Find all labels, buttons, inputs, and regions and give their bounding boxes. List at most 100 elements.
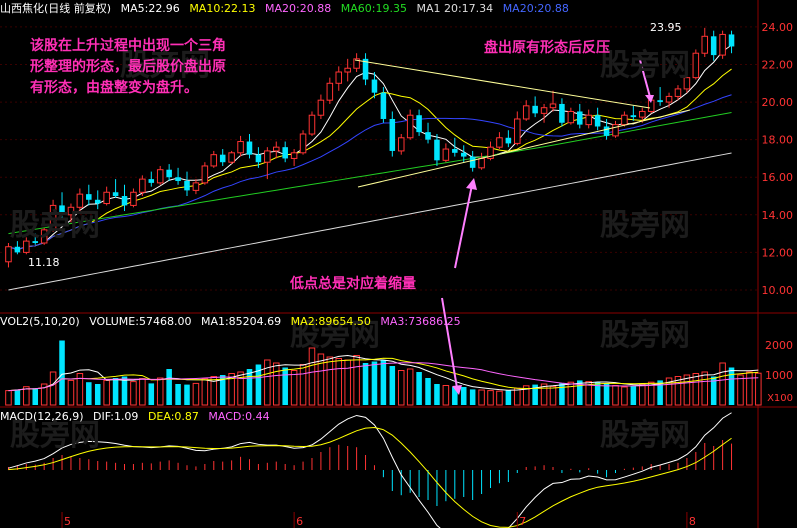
candle-body <box>192 182 200 191</box>
candle-body <box>166 169 172 178</box>
annotation-rebound: 盘出原有形态后反压 <box>484 40 610 56</box>
month-tick-label: 7 <box>519 515 526 528</box>
price-tick-label: 12.00 <box>762 246 794 259</box>
volume-bar <box>746 371 753 406</box>
volume-bar <box>67 379 75 406</box>
candle-body <box>130 191 137 206</box>
volume-bar <box>5 390 12 406</box>
candle-body <box>148 179 155 183</box>
candle-body <box>701 35 709 54</box>
volume-bar <box>416 372 422 405</box>
price-tick-label: 20.00 <box>762 96 794 109</box>
volume-bar <box>175 384 181 405</box>
volume-bar <box>647 381 655 406</box>
candle-body <box>559 103 565 123</box>
vol-ma2: MA2:89654.50 <box>290 315 371 328</box>
volume-bar <box>710 376 717 405</box>
volume-bar <box>23 386 30 406</box>
candle-body <box>657 100 663 103</box>
candle-body <box>94 199 101 204</box>
candle-body <box>246 141 253 155</box>
volume-bar <box>577 380 583 405</box>
candle-body <box>389 118 396 151</box>
volume-bar <box>201 378 209 406</box>
candle-body <box>121 196 128 206</box>
volume-bar <box>478 389 485 406</box>
month-tick-label: 6 <box>296 515 303 528</box>
candlestick-series <box>5 27 735 268</box>
price-tick-label: 10.00 <box>762 284 794 297</box>
volume-bar <box>585 381 592 406</box>
volume-bar <box>425 378 431 405</box>
candle-body <box>371 79 378 93</box>
volume-bar <box>674 376 682 406</box>
triangle-upper-line <box>354 59 651 109</box>
candle-body <box>585 114 592 126</box>
candle-body <box>67 206 75 216</box>
candle-body <box>522 105 530 120</box>
candle-body <box>612 124 619 137</box>
volume-bar <box>344 359 351 406</box>
ma20-line <box>8 94 732 251</box>
volume-bar <box>94 384 101 405</box>
dif-label: DIF:1.09 <box>93 410 139 423</box>
candle-body <box>353 58 360 69</box>
ma5-line <box>8 44 732 251</box>
volume-bar <box>156 377 164 406</box>
price-header: 山西焦化(日线 前复权) MA5:22.96 MA10:22.13 MA20:2… <box>0 2 575 16</box>
candle-body <box>344 67 351 73</box>
volume-bar <box>192 382 200 406</box>
ma20-label: MA20:20.88 <box>265 2 332 15</box>
volume-bar <box>522 385 530 406</box>
volume-bar <box>442 385 450 406</box>
volume-ma2-line <box>8 357 759 392</box>
volume-bar <box>452 387 458 405</box>
volume-bar <box>603 383 610 405</box>
candle-body <box>532 105 538 114</box>
volume-bar <box>210 376 218 406</box>
candle-body <box>469 156 476 168</box>
volume-bar <box>540 383 548 406</box>
candle-body <box>478 157 485 169</box>
vol-ma3: MA3:73686.25 <box>380 315 461 328</box>
moving-average-lines <box>8 44 732 291</box>
volume-bar <box>139 378 146 406</box>
candle-body <box>416 115 422 133</box>
volume-bar <box>487 390 494 406</box>
volume-bar <box>335 358 343 406</box>
candle-body <box>299 133 307 154</box>
volume-bar <box>282 367 288 405</box>
volume-bar <box>549 385 557 406</box>
candle-body <box>549 103 557 109</box>
vol-ma1: MA1:85204.69 <box>200 315 282 328</box>
candle-body <box>5 246 12 263</box>
candle-body <box>496 137 503 148</box>
arrow-rebound-head <box>645 95 654 103</box>
volume-tick-label: 2000 <box>765 339 793 352</box>
volume-bar <box>612 385 619 406</box>
volume-bar <box>40 383 48 406</box>
ma120-line <box>8 152 732 291</box>
volume-bar <box>559 383 565 405</box>
ma5-label: MA5:22.96 <box>120 2 180 15</box>
candle-body <box>639 110 646 118</box>
candle-body <box>228 152 235 163</box>
candle-body <box>567 110 575 124</box>
candle-body <box>452 149 458 153</box>
arrow-low-up <box>454 184 473 269</box>
arrow-low-down-head <box>452 385 462 395</box>
volume-tick-label: 1000 <box>765 369 793 382</box>
annotation-line: 该股在上升过程中出现一个三角 <box>30 38 226 54</box>
candle-body <box>49 204 57 231</box>
arrow-low-down <box>441 297 458 389</box>
volume-bar <box>567 381 575 406</box>
volume-bar <box>389 366 396 405</box>
candle-body <box>175 177 181 181</box>
triangle-lower-line <box>357 109 691 188</box>
volume-bar <box>728 367 735 405</box>
candle-body <box>728 34 735 47</box>
vol-label: VOL2(5,10,20) <box>0 315 80 328</box>
candle-body <box>460 152 467 157</box>
candle-body <box>86 194 92 200</box>
annotation-line: 形整理的形态，最后股价盘出原 <box>30 59 226 75</box>
